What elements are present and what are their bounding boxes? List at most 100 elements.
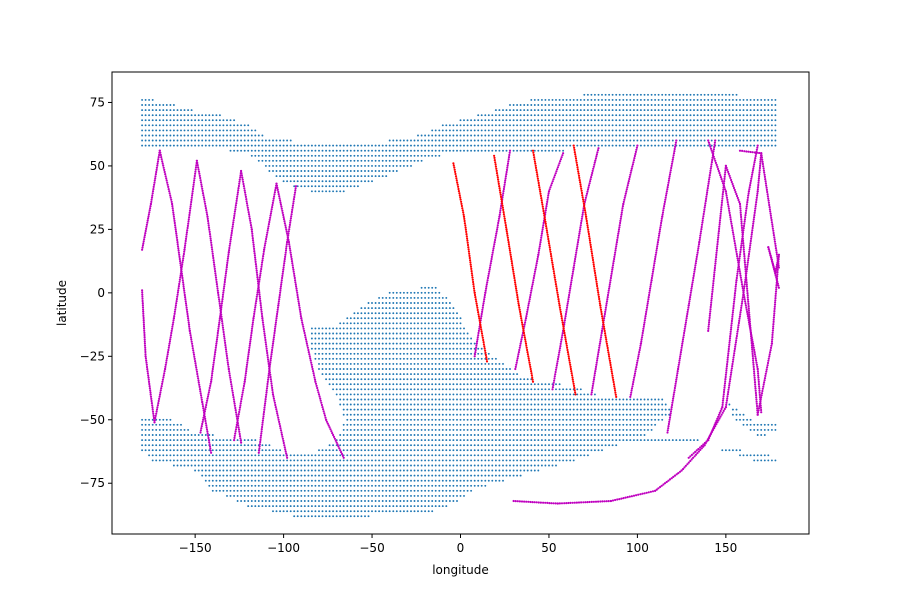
grid-point <box>413 413 416 416</box>
grid-point <box>509 388 511 391</box>
grid-point <box>392 444 395 447</box>
grid-point <box>353 489 356 492</box>
grid-point <box>381 408 384 411</box>
grid-point <box>410 500 412 502</box>
grid-point <box>257 144 260 147</box>
grid-point <box>494 139 497 142</box>
grid-point <box>572 134 575 137</box>
grid-point <box>417 444 419 447</box>
grid-point <box>268 489 271 492</box>
track-point <box>145 227 148 230</box>
grid-point <box>371 302 373 304</box>
grid-point <box>463 459 465 462</box>
grid-point <box>452 494 455 497</box>
grid-point <box>562 393 565 396</box>
grid-point <box>349 185 352 188</box>
grid-point <box>770 428 773 431</box>
grid-point <box>459 317 462 320</box>
grid-point <box>321 494 324 497</box>
grid-point <box>448 413 451 416</box>
track-point <box>194 360 197 363</box>
grid-point <box>456 413 458 416</box>
grid-point <box>395 317 398 320</box>
grid-point <box>395 469 398 472</box>
grid-point <box>215 129 218 132</box>
grid-point <box>169 144 172 147</box>
track-point <box>184 302 188 305</box>
grid-point <box>346 469 349 472</box>
grid-point <box>654 124 657 127</box>
grid-point <box>742 423 745 426</box>
grid-point <box>208 459 211 462</box>
grid-point <box>314 510 317 513</box>
grid-point <box>353 398 356 401</box>
grid-point <box>303 515 306 518</box>
grid-point <box>318 449 320 452</box>
grid-point <box>264 474 267 477</box>
grid-point <box>424 403 427 406</box>
grid-point <box>569 98 572 101</box>
grid-point <box>452 312 455 315</box>
grid-point <box>420 484 423 487</box>
grid-point <box>282 459 285 462</box>
grid-point <box>342 180 345 183</box>
grid-point <box>356 149 359 152</box>
track-point <box>149 207 152 210</box>
grid-point <box>494 464 497 467</box>
grid-point <box>622 439 625 442</box>
grid-point <box>551 454 554 457</box>
grid-point <box>601 139 603 142</box>
grid-point <box>526 454 529 457</box>
grid-point <box>381 500 384 502</box>
grid-point <box>335 484 338 487</box>
grid-point <box>459 428 462 431</box>
grid-point <box>378 332 381 335</box>
grid-point <box>523 124 526 127</box>
grid-point <box>615 98 618 101</box>
grid-point <box>332 454 335 457</box>
grid-point <box>279 144 282 147</box>
grid-point <box>388 428 391 431</box>
grid-point <box>402 484 405 487</box>
grid-point <box>300 459 303 462</box>
grid-point <box>335 175 338 178</box>
grid-point <box>332 449 335 452</box>
grid-point <box>470 124 473 127</box>
grid-point <box>739 454 741 457</box>
grid-point <box>470 434 473 436</box>
grid-point <box>763 454 766 457</box>
grid-point <box>303 164 306 167</box>
grid-point <box>162 459 165 462</box>
grid-point <box>395 337 398 340</box>
grid-point <box>424 362 427 365</box>
grid-point <box>441 296 444 299</box>
grid-point <box>353 327 356 330</box>
grid-point <box>364 317 366 320</box>
grid-point <box>456 378 458 381</box>
grid-point <box>671 129 674 132</box>
grid-point <box>222 454 225 457</box>
grid-point <box>229 474 232 477</box>
grid-point <box>172 464 175 467</box>
grid-point <box>565 398 568 401</box>
grid-point <box>456 124 458 127</box>
grid-point <box>459 449 462 452</box>
grid-point <box>410 302 412 304</box>
grid-point <box>491 464 494 467</box>
grid-point <box>767 104 770 106</box>
grid-point <box>335 373 338 376</box>
track-point <box>198 385 201 388</box>
grid-point <box>410 144 412 147</box>
grid-point <box>310 144 313 147</box>
grid-point <box>353 469 356 472</box>
grid-point <box>438 418 441 421</box>
grid-point <box>349 347 352 350</box>
grid-point <box>303 175 306 178</box>
grid-point <box>540 383 543 386</box>
grid-point <box>558 144 561 147</box>
grid-point <box>735 144 738 147</box>
grid-point <box>502 454 504 457</box>
grid-point <box>494 134 497 137</box>
grid-point <box>505 124 508 127</box>
grid-point <box>636 134 639 137</box>
